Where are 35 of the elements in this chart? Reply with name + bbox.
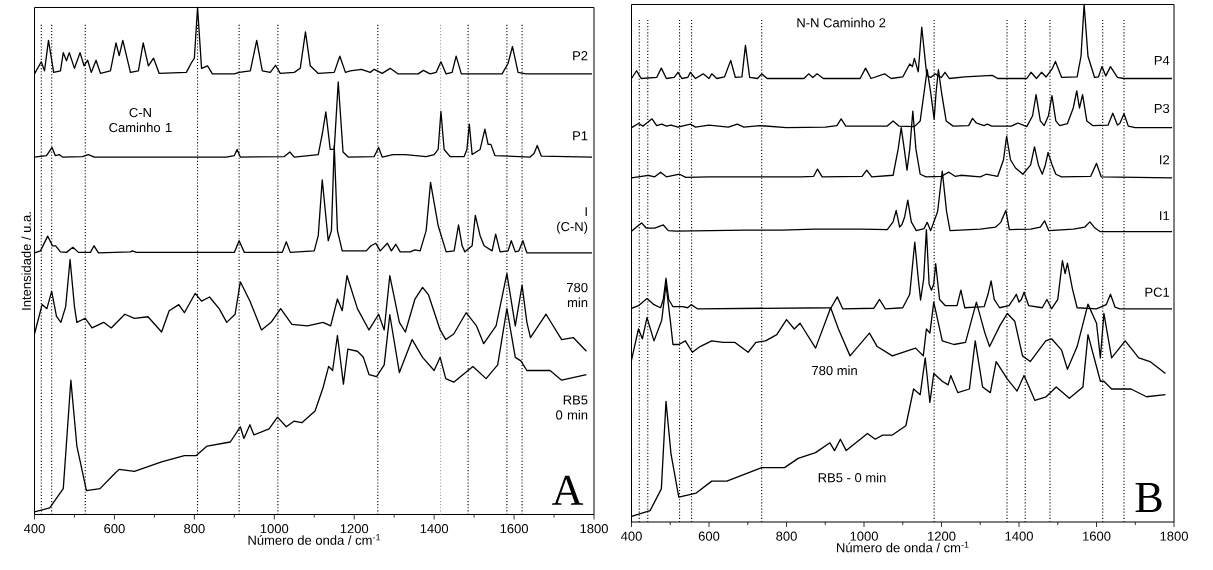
series-label: PC1: [1145, 287, 1170, 297]
x-tick-label: 1800: [580, 524, 608, 534]
x-tick-label: 1200: [340, 524, 369, 534]
series-label: P1: [573, 131, 588, 141]
x-tick-label: 800: [184, 524, 205, 534]
series-label: I1: [1160, 211, 1170, 221]
annotation: C-N Caminho 1: [109, 107, 172, 133]
x-tick-label: 1800: [1160, 531, 1188, 541]
series-label: I2: [1160, 155, 1170, 165]
x-tick-label: 600: [104, 524, 125, 534]
series-label: RB5 0 min: [556, 395, 588, 420]
x-tick-label: 1200: [928, 531, 956, 541]
series-label: P3: [1154, 103, 1170, 114]
series-label: 780 min: [812, 365, 857, 376]
x-axis-title: Número de onda / cm$^{-1}$: [837, 541, 969, 553]
series-label: 780 min: [566, 282, 588, 308]
x-tick-label: 1600: [1083, 531, 1111, 541]
x-tick-label: 1400: [420, 524, 449, 534]
annotation: B: [1135, 483, 1162, 513]
x-tick-label: 600: [698, 531, 720, 541]
x-axis-title: Número de onda / cm$^{-1}$: [248, 534, 381, 545]
series-label: P2: [573, 51, 588, 61]
x-tick-label: 800: [776, 531, 797, 541]
x-tick-label: 400: [23, 524, 45, 534]
x-tick-label: 400: [620, 531, 642, 541]
x-tick-label: 1600: [500, 524, 529, 534]
annotation: N-N Caminho 2: [797, 17, 886, 28]
y-axis-title: Intensidade / u.a.: [21, 212, 31, 310]
x-tick-label: 1000: [260, 524, 289, 534]
series-label: RB5 - 0 min: [818, 472, 886, 483]
series-label: P4: [1154, 55, 1170, 65]
x-tick-label: 1400: [1005, 531, 1033, 541]
series-label: I (C-N): [557, 207, 588, 234]
annotation: A: [552, 475, 584, 505]
x-tick-label: 1000: [850, 531, 878, 541]
